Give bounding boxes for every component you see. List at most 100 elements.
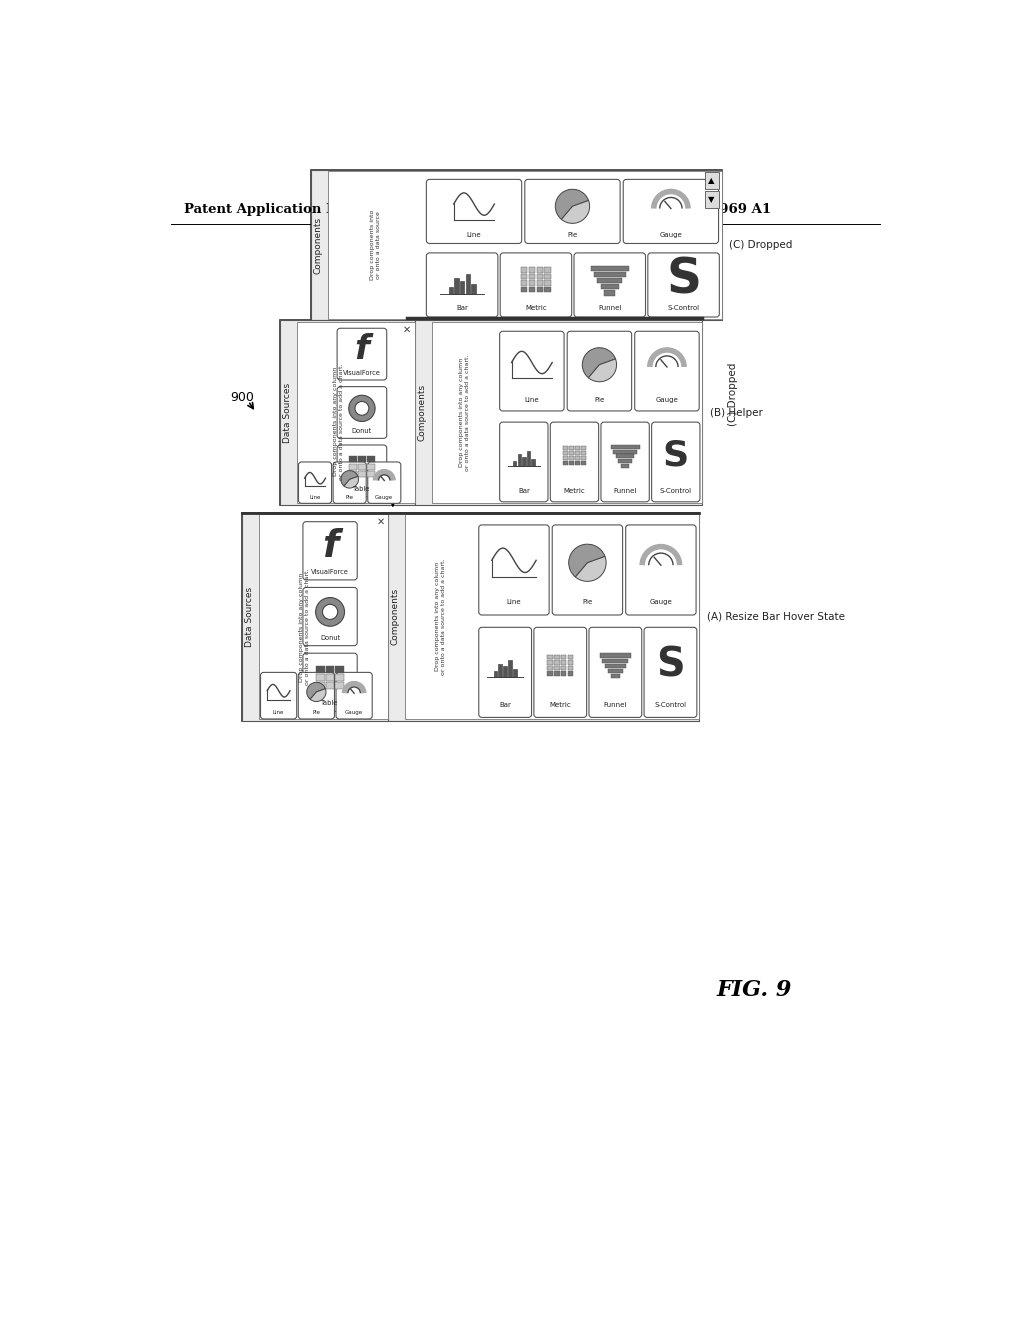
Text: Table: Table (353, 487, 371, 492)
Bar (561, 660, 566, 664)
Bar (582, 446, 587, 450)
Text: Data Sources: Data Sources (245, 586, 254, 647)
Text: Gauge: Gauge (659, 231, 682, 238)
Circle shape (349, 395, 375, 421)
Text: Gauge: Gauge (345, 710, 364, 715)
Text: Funnel: Funnel (613, 487, 637, 494)
Text: 900: 900 (230, 391, 254, 404)
Text: Metric: Metric (563, 487, 586, 494)
Bar (406, 515, 699, 719)
Bar (349, 457, 357, 462)
Bar (504, 667, 507, 677)
FancyBboxPatch shape (368, 462, 400, 503)
Wedge shape (583, 347, 615, 378)
Bar (568, 446, 573, 450)
Bar (554, 655, 560, 659)
FancyBboxPatch shape (299, 462, 332, 503)
Text: Drop components into any column
or onto a data source to add a chart.: Drop components into any column or onto … (299, 569, 310, 685)
Text: Funnel: Funnel (598, 305, 622, 312)
Bar (567, 660, 573, 664)
Bar (705, 190, 719, 207)
Text: Pie: Pie (567, 231, 578, 238)
Bar (567, 665, 573, 671)
Text: FIG. 9: FIG. 9 (717, 979, 793, 1001)
Bar (336, 667, 344, 673)
Bar (520, 280, 527, 286)
Bar (545, 280, 551, 286)
Text: Bar: Bar (500, 702, 511, 708)
Bar (562, 457, 567, 461)
Text: Sheet 9 of 24: Sheet 9 of 24 (496, 203, 594, 216)
Bar (358, 463, 366, 470)
Bar (531, 459, 535, 466)
Bar (618, 459, 632, 463)
Bar (561, 672, 566, 676)
Bar (528, 268, 536, 273)
FancyBboxPatch shape (648, 253, 719, 317)
FancyBboxPatch shape (333, 462, 367, 503)
Bar (600, 653, 631, 657)
Bar (568, 462, 573, 466)
Bar (705, 172, 719, 189)
Bar (562, 462, 567, 466)
Bar (548, 672, 553, 676)
Bar (575, 457, 581, 461)
Bar (554, 660, 560, 664)
Bar (537, 268, 544, 273)
Bar (280, 321, 702, 506)
Bar (537, 280, 544, 286)
Bar (568, 451, 573, 455)
Bar (537, 273, 544, 280)
Text: Line: Line (467, 231, 481, 238)
Text: May 8, 2014: May 8, 2014 (414, 203, 504, 216)
Bar (548, 655, 553, 659)
Bar (466, 273, 470, 294)
Bar (568, 457, 573, 461)
Wedge shape (568, 544, 605, 577)
FancyBboxPatch shape (337, 329, 387, 380)
FancyBboxPatch shape (426, 180, 521, 243)
Text: ✕: ✕ (403, 325, 412, 334)
Bar (554, 672, 560, 676)
Circle shape (323, 605, 338, 619)
Text: ▲: ▲ (709, 177, 715, 185)
Bar (548, 660, 553, 664)
Bar (545, 268, 551, 273)
Bar (591, 265, 629, 271)
Wedge shape (341, 471, 358, 486)
Text: Gauge: Gauge (649, 599, 673, 606)
FancyBboxPatch shape (303, 587, 357, 645)
Text: (B) Helper: (B) Helper (710, 408, 763, 417)
Text: Drop components into
or onto a data source: Drop components into or onto a data sour… (370, 210, 381, 280)
Bar (499, 664, 502, 677)
Wedge shape (307, 682, 326, 700)
Text: Bar: Bar (518, 487, 529, 494)
Text: (A) Resize Bar Hover State: (A) Resize Bar Hover State (707, 611, 845, 622)
Circle shape (355, 401, 369, 416)
FancyBboxPatch shape (500, 253, 571, 317)
FancyBboxPatch shape (336, 672, 372, 719)
FancyBboxPatch shape (644, 627, 697, 718)
FancyBboxPatch shape (574, 253, 645, 317)
Bar (582, 457, 587, 461)
Wedge shape (589, 359, 616, 381)
Bar (575, 462, 581, 466)
Bar (336, 682, 344, 689)
Bar (561, 655, 566, 659)
Wedge shape (575, 557, 606, 581)
Bar (537, 286, 544, 292)
Bar (608, 669, 623, 673)
Text: Line: Line (309, 495, 321, 500)
Text: Metric: Metric (550, 702, 571, 708)
FancyBboxPatch shape (524, 180, 621, 243)
Text: Gauge: Gauge (375, 495, 393, 500)
Bar (597, 279, 623, 284)
FancyBboxPatch shape (500, 422, 548, 502)
Wedge shape (561, 201, 590, 223)
Bar (349, 471, 357, 478)
Bar (582, 451, 587, 455)
Wedge shape (344, 477, 358, 488)
Text: Funnel: Funnel (604, 702, 627, 708)
FancyBboxPatch shape (534, 627, 587, 718)
Wedge shape (555, 189, 589, 219)
